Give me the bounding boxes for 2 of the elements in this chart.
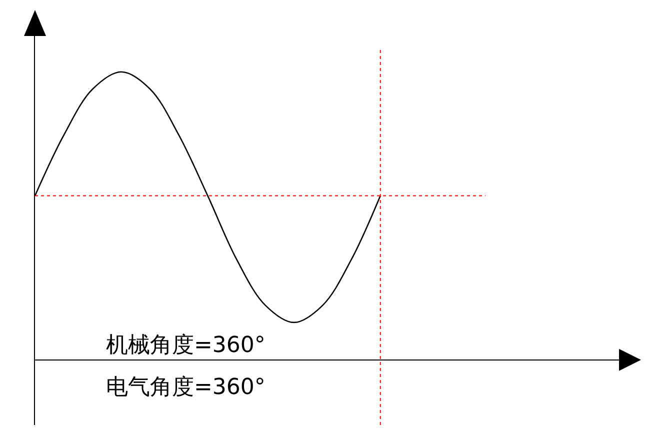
annotation: 机械角度=360°	[106, 333, 266, 358]
text: 电气角度=360°	[106, 375, 266, 400]
